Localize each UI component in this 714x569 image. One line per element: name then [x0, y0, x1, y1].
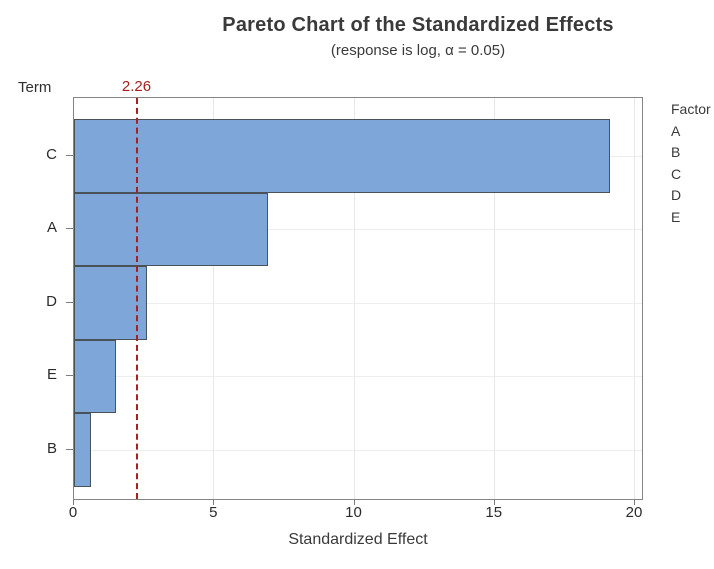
legend-item-B: B — [671, 144, 681, 160]
x-tick-label-0: 0 — [68, 504, 78, 521]
x-axis-title: Standardized Effect — [288, 531, 428, 548]
bar-E — [74, 339, 117, 413]
x-tick-label-5: 5 — [209, 504, 218, 521]
y-axis-title: Term — [18, 79, 52, 96]
y-tick-mark-D — [66, 302, 73, 303]
bar-A — [74, 192, 268, 266]
reference-line — [136, 98, 139, 499]
chart-title: Pareto Chart of the Standardized Effects — [222, 14, 614, 36]
gridline-y-B — [74, 450, 642, 451]
x-tick-mark-0 — [73, 500, 74, 505]
y-tick-mark-B — [66, 449, 73, 450]
x-tick-mark-15 — [493, 500, 495, 505]
gridline-x-15 — [493, 98, 495, 499]
x-tick-mark-10 — [353, 500, 355, 505]
y-category-label-D: D — [46, 293, 57, 310]
bar-B — [74, 413, 91, 487]
y-tick-mark-C — [66, 155, 73, 156]
bar-D — [74, 266, 147, 340]
legend-title: Factor — [671, 101, 711, 117]
y-category-label-B: B — [46, 440, 57, 457]
bar-C — [74, 119, 610, 193]
plot-area — [73, 97, 643, 500]
x-tick-mark-5 — [213, 500, 215, 505]
gridline-y-A — [74, 229, 642, 230]
x-tick-label-15: 15 — [485, 504, 503, 521]
legend-item-D: D — [671, 187, 682, 203]
gridline-y-D — [74, 303, 642, 304]
y-tick-mark-A — [66, 228, 73, 229]
x-tick-label-20: 20 — [625, 504, 643, 521]
legend-item-E: E — [671, 208, 681, 225]
y-category-label-C: C — [46, 146, 57, 163]
legend-item-A: A — [671, 122, 681, 139]
chart-subtitle: (response is log, α = 0.05) — [330, 42, 506, 59]
gridline-x-10 — [353, 98, 355, 499]
x-tick-mark-20 — [634, 500, 635, 505]
reference-line-label: 2.26 — [121, 78, 152, 95]
y-category-label-A: A — [46, 219, 57, 236]
x-tick-label-10: 10 — [345, 504, 362, 521]
legend-item-C: C — [671, 165, 682, 182]
y-tick-mark-E — [66, 375, 73, 376]
gridline-x-20 — [634, 98, 635, 499]
gridline-x-5 — [213, 98, 215, 499]
y-category-label-E: E — [46, 366, 57, 383]
gridline-y-E — [74, 376, 642, 377]
